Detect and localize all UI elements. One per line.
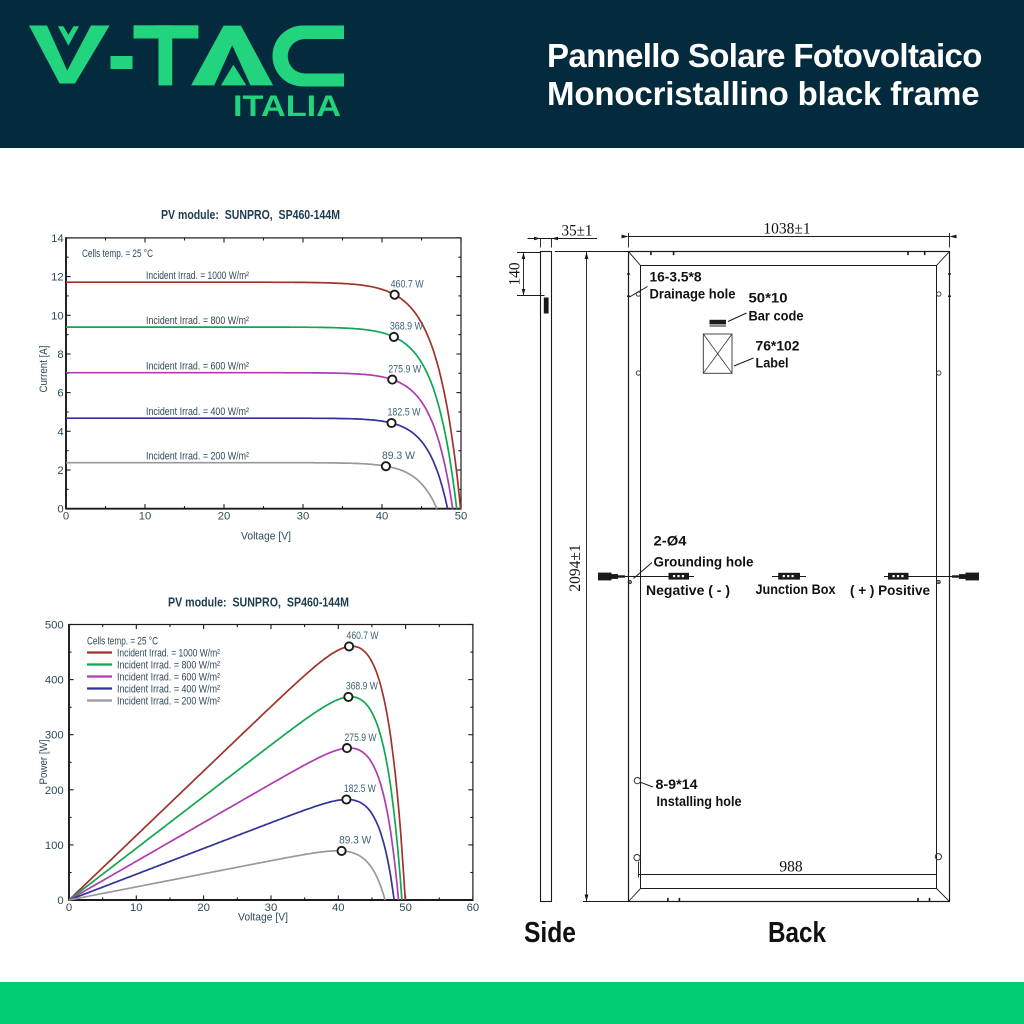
svg-text:10: 10 <box>130 902 143 914</box>
svg-text:Voltage [V]: Voltage [V] <box>241 531 291 543</box>
svg-text:PV module: SUNPRO, SP460-144: PV module: SUNPRO, SP460-144M <box>161 208 340 222</box>
svg-text:50: 50 <box>455 511 468 523</box>
svg-text:0: 0 <box>66 902 72 914</box>
svg-text:460.7 W: 460.7 W <box>347 630 379 642</box>
svg-text:35±1: 35±1 <box>562 223 593 240</box>
svg-text:Incident Irrad. = 1000 W/m²: Incident Irrad. = 1000 W/m² <box>146 270 249 282</box>
svg-text:89.3 W: 89.3 W <box>339 835 372 847</box>
svg-text:2: 2 <box>57 465 63 477</box>
svg-text:50*10: 50*10 <box>749 290 788 306</box>
svg-text:Voltage [V]: Voltage [V] <box>238 912 288 924</box>
svg-text:Negative ( - ): Negative ( - ) <box>646 582 730 598</box>
svg-text:30: 30 <box>297 511 310 523</box>
svg-text:60: 60 <box>467 902 480 914</box>
svg-text:30: 30 <box>265 902 278 914</box>
svg-text:Back: Back <box>768 917 827 949</box>
svg-text:140: 140 <box>507 262 524 286</box>
svg-text:8: 8 <box>57 349 63 361</box>
svg-text:Installing hole: Installing hole <box>657 793 742 809</box>
svg-text:0: 0 <box>63 511 69 523</box>
svg-text:10: 10 <box>51 310 64 322</box>
svg-text:89.3 W: 89.3 W <box>382 450 416 462</box>
svg-text:Cells temp. = 25 °C: Cells temp. = 25 °C <box>87 636 158 648</box>
svg-text:Incident Irrad. = 400 W/m²: Incident Irrad. = 400 W/m² <box>146 406 249 418</box>
svg-text:275.9 W: 275.9 W <box>345 732 377 744</box>
svg-text:275.9 W: 275.9 W <box>388 363 421 375</box>
svg-text:300: 300 <box>45 730 64 742</box>
svg-text:182.5 W: 182.5 W <box>387 407 420 419</box>
svg-text:10: 10 <box>139 511 152 523</box>
svg-text:Incident Irrad. = 200 W/m²: Incident Irrad. = 200 W/m² <box>117 696 220 708</box>
svg-text:Bar code: Bar code <box>749 308 804 324</box>
svg-text:Incident Irrad. = 400 W/m²: Incident Irrad. = 400 W/m² <box>117 684 220 696</box>
svg-text:1038±1: 1038±1 <box>763 221 810 238</box>
svg-text:40: 40 <box>332 902 345 914</box>
svg-text:Incident Irrad. = 600 W/m²: Incident Irrad. = 600 W/m² <box>146 361 249 373</box>
svg-text:Incident Irrad. = 1000 W/m²: Incident Irrad. = 1000 W/m² <box>117 648 220 660</box>
svg-text:Cells temp. = 25 °C: Cells temp. = 25 °C <box>82 248 153 260</box>
svg-text:Current [A]: Current [A] <box>38 346 50 393</box>
svg-text:Drainage hole: Drainage hole <box>650 286 736 302</box>
svg-text:100: 100 <box>45 840 64 852</box>
svg-text:Incident Irrad. = 800 W/m²: Incident Irrad. = 800 W/m² <box>146 315 249 327</box>
svg-text:2094±1: 2094±1 <box>567 544 584 591</box>
svg-text:20: 20 <box>197 902 210 914</box>
svg-text:20: 20 <box>218 511 231 523</box>
svg-text:Grounding hole: Grounding hole <box>654 554 754 570</box>
svg-text:368.9 W: 368.9 W <box>390 321 423 333</box>
svg-text:Junction Box: Junction Box <box>756 581 836 597</box>
svg-text:Label: Label <box>756 355 789 371</box>
svg-text:16-3.5*8: 16-3.5*8 <box>650 269 702 285</box>
svg-text:0: 0 <box>57 504 63 516</box>
svg-text:2-Ø4: 2-Ø4 <box>654 533 687 549</box>
svg-text:14: 14 <box>51 233 64 245</box>
svg-text:4: 4 <box>57 426 63 438</box>
svg-text:988: 988 <box>779 859 803 876</box>
svg-text:Incident Irrad. = 800 W/m²: Incident Irrad. = 800 W/m² <box>117 660 220 672</box>
svg-text:12: 12 <box>51 272 64 284</box>
svg-text:50: 50 <box>399 902 412 914</box>
svg-text:76*102: 76*102 <box>756 338 800 354</box>
svg-text:6: 6 <box>57 388 63 400</box>
svg-text:0: 0 <box>57 895 63 907</box>
svg-text:200: 200 <box>45 785 64 797</box>
svg-text:PV module: SUNPRO, SP460-144: PV module: SUNPRO, SP460-144M <box>168 596 349 610</box>
svg-text:500: 500 <box>45 620 64 632</box>
svg-text:Side: Side <box>524 917 576 949</box>
svg-text:8-9*14: 8-9*14 <box>656 776 698 792</box>
svg-text:182.5 W: 182.5 W <box>344 783 376 795</box>
svg-text:ITALIA: ITALIA <box>233 90 341 123</box>
svg-text:Incident Irrad. = 200 W/m²: Incident Irrad. = 200 W/m² <box>146 450 249 462</box>
svg-text:400: 400 <box>45 675 64 687</box>
svg-text:368.9 W: 368.9 W <box>346 681 378 693</box>
svg-text:40: 40 <box>376 511 389 523</box>
svg-text:Power [W]: Power [W] <box>38 740 50 785</box>
svg-text:460.7 W: 460.7 W <box>391 278 424 290</box>
svg-text:Incident Irrad. = 600 W/m²: Incident Irrad. = 600 W/m² <box>117 672 220 684</box>
svg-text:( + ) Positive: ( + ) Positive <box>850 582 930 598</box>
